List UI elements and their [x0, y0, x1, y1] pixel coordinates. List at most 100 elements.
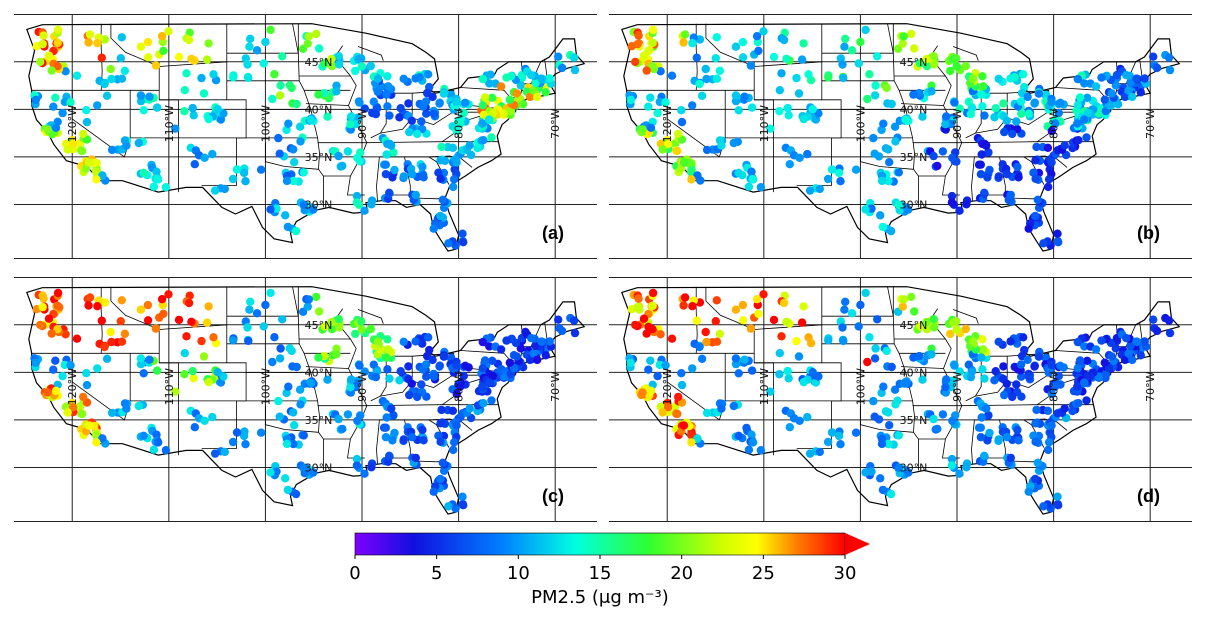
station-dot: [1083, 356, 1092, 365]
station-dot: [882, 83, 891, 93]
station-dot: [314, 90, 323, 99]
station-dot: [292, 99, 301, 109]
station-dot: [950, 361, 959, 370]
station-dot: [994, 435, 1003, 444]
station-dot: [695, 79, 704, 89]
station-dot: [309, 205, 318, 214]
station-dot: [284, 382, 293, 391]
station-dot: [634, 31, 643, 40]
station-dot: [149, 182, 159, 191]
station-dot: [97, 53, 107, 62]
station-dot: [256, 428, 266, 437]
station-dot: [435, 362, 444, 371]
station-dot: [404, 99, 413, 108]
station-dot: [1091, 345, 1101, 354]
station-dot: [890, 122, 900, 131]
station-dot: [1047, 158, 1056, 167]
station-dot: [815, 447, 824, 457]
station-dot: [436, 419, 445, 428]
station-dot: [355, 361, 364, 370]
colorbar-tick-label: 30: [834, 563, 857, 584]
station-dot: [922, 317, 931, 327]
station-dot: [360, 206, 369, 215]
station-dot: [1031, 437, 1040, 446]
station-dot: [799, 114, 808, 124]
station-dots: [30, 288, 580, 513]
station-dot: [1002, 116, 1011, 126]
state-boundary: [110, 286, 227, 330]
station-dot: [77, 146, 86, 156]
station-dot: [496, 82, 506, 91]
station-dot: [315, 44, 324, 53]
station-dot: [531, 341, 540, 351]
colorbar-extend-arrow: [845, 533, 870, 555]
station-dot: [701, 327, 710, 337]
station-dot: [746, 324, 756, 333]
station-dot: [107, 337, 116, 347]
station-dot: [143, 316, 153, 325]
station-dot: [782, 317, 791, 326]
station-dot: [982, 404, 991, 413]
station-dot: [79, 129, 88, 139]
station-dot: [437, 142, 446, 152]
station-dot: [999, 99, 1008, 108]
station-dot: [174, 315, 184, 325]
station-dot: [904, 205, 913, 214]
lat-label: 30°N: [900, 199, 928, 212]
station-dot: [399, 435, 408, 444]
station-dot: [246, 297, 255, 306]
station-dot: [702, 145, 712, 155]
station-dot: [411, 190, 420, 200]
station-dot: [729, 401, 738, 411]
station-dot: [886, 226, 896, 236]
station-dot: [151, 61, 161, 70]
station-dot: [885, 158, 894, 167]
station-dot: [824, 73, 833, 82]
station-dot: [157, 32, 167, 41]
station-dot: [1111, 344, 1120, 353]
station-dot: [663, 140, 673, 149]
station-dot: [976, 423, 985, 432]
station-dot: [545, 74, 554, 83]
station-dot: [964, 97, 973, 106]
station-dot: [775, 107, 784, 116]
station-dot: [287, 83, 296, 93]
station-dot: [692, 53, 701, 62]
station-dot: [291, 226, 301, 236]
lon-label: 110°W: [163, 105, 176, 142]
colorbar-title: PM2.5 (μg m⁻³): [531, 587, 669, 608]
state-boundary: [305, 366, 349, 369]
station-dot: [1053, 229, 1062, 238]
station-dot: [139, 369, 148, 378]
station-dot: [303, 39, 312, 48]
station-dot: [429, 372, 439, 381]
station-dot: [437, 405, 446, 415]
colorbar-tick-label: 25: [752, 563, 775, 584]
station-dot: [152, 366, 162, 375]
station-dot: [1044, 175, 1054, 184]
station-dot: [814, 372, 823, 381]
station-dot: [861, 205, 870, 214]
station-dot: [927, 350, 936, 359]
station-dot: [39, 31, 48, 40]
station-dot: [1047, 126, 1056, 136]
station-dot: [648, 288, 658, 298]
station-dot: [151, 324, 161, 333]
station-dot: [299, 200, 309, 209]
station-dot: [1073, 74, 1082, 84]
station-dot: [296, 400, 305, 409]
station-dot: [884, 439, 893, 449]
station-dot: [870, 149, 879, 158]
station-dot: [1006, 190, 1015, 200]
state-boundary: [357, 46, 384, 61]
station-dot: [977, 150, 986, 159]
station-dot: [982, 141, 991, 150]
station-dot: [834, 431, 844, 441]
station-dot: [411, 74, 420, 83]
station-dot: [744, 182, 754, 191]
station-dot: [184, 298, 194, 308]
station-dot: [1032, 142, 1041, 152]
station-dot: [854, 322, 863, 331]
station-dot: [199, 352, 209, 361]
station-dot: [894, 463, 904, 472]
